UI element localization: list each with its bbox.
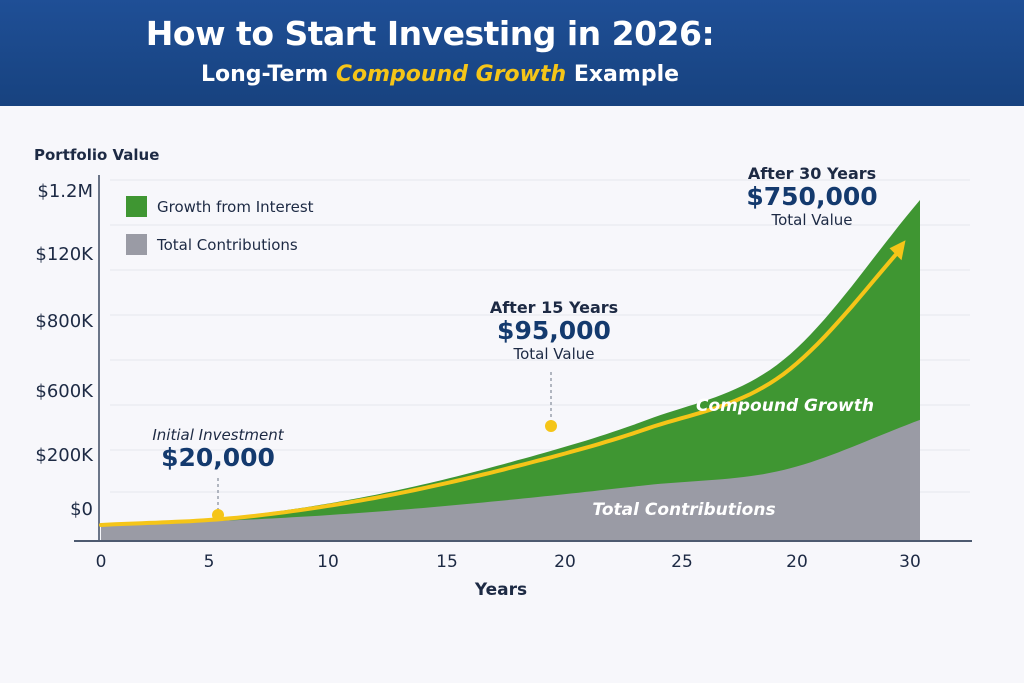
x-tick-label: 20 — [554, 552, 576, 572]
growth-area — [101, 200, 920, 541]
y-tick-label: $800K — [35, 311, 93, 332]
x-axis-label: Years — [474, 580, 528, 600]
y-tick-label: $600K — [35, 381, 93, 402]
subtitle-prefix: Long-Term — [200, 62, 336, 87]
legend-label: Growth from Interest — [157, 197, 314, 216]
annotation-subtitle: Total Value — [771, 211, 853, 229]
legend-swatch-green — [126, 196, 147, 217]
x-tick-label: 20 — [786, 552, 808, 572]
annotation-title: After 15 Years — [489, 298, 619, 317]
legend-item-growth: Growth from Interest — [126, 196, 314, 217]
growth-arrow-line — [99, 248, 902, 527]
x-tick-label: 10 — [317, 552, 339, 572]
annotation-15-years: After 15 Years $95,000 Total Value — [490, 298, 618, 363]
annotation-title: After 30 Years — [747, 164, 877, 183]
annotation-initial-investment: Initial Investment $20,000 — [152, 426, 283, 472]
x-tick-label: 15 — [436, 552, 458, 572]
legend-item-contributions: Total Contributions — [126, 234, 298, 255]
legend-label: Total Contributions — [157, 235, 298, 254]
y-tick-label: $200K — [35, 445, 93, 466]
chart-title: How to Start Investing in 2026: — [145, 14, 715, 53]
x-tick-label: 30 — [899, 552, 921, 572]
y-tick-label: $0 — [70, 499, 93, 520]
growth-area-label: Compound Growth — [696, 396, 874, 416]
marker-dot — [212, 509, 224, 521]
contributions-area-label: Total Contributions — [592, 500, 776, 520]
y-tick-label: $1.2M — [37, 181, 93, 202]
y-tick-label: $120K — [35, 244, 93, 265]
annotation-value: $20,000 — [161, 443, 275, 472]
chart-subtitle: Long-Term Compound Growth Example — [0, 62, 880, 87]
annotation-title: Initial Investment — [152, 426, 284, 444]
contributions-area — [101, 419, 920, 541]
subtitle-suffix: Example — [566, 62, 680, 87]
annotation-subtitle: Total Value — [513, 345, 595, 363]
annotation-value: $95,000 — [497, 316, 611, 345]
subtitle-highlight: Compound Growth — [335, 62, 567, 87]
x-tick-label: 25 — [671, 552, 693, 572]
y-axis-label: Portfolio Value — [34, 146, 160, 164]
x-tick-label: 5 — [203, 552, 215, 572]
title-banner: How to Start Investing in 2026: Long-Ter… — [0, 0, 1024, 106]
arrowhead-icon — [889, 240, 906, 261]
annotation-30-years: After 30 Years $750,000 Total Value — [746, 164, 877, 229]
x-tick-label: 0 — [95, 552, 107, 572]
marker-dot — [545, 420, 557, 432]
legend-swatch-gray — [126, 234, 147, 255]
annotation-value: $750,000 — [746, 182, 878, 211]
